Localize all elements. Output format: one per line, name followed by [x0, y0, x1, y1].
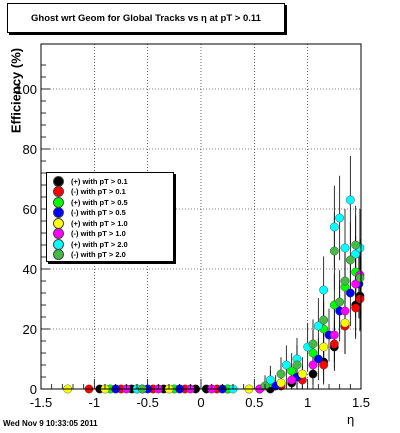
legend-marker	[53, 217, 64, 229]
y-tick-label: 0	[30, 382, 37, 397]
data-point	[351, 240, 361, 250]
data-point	[351, 279, 361, 289]
chart-title: Ghost wrt Geom for Global Tracks vs η at…	[7, 3, 285, 33]
legend-marker	[53, 175, 64, 187]
data-point	[329, 222, 339, 232]
data-point	[313, 321, 323, 331]
legend-label: (-) with pT > 1.0	[71, 229, 126, 238]
x-axis-label: η	[347, 412, 355, 427]
data-point	[345, 255, 355, 265]
legend-marker	[53, 228, 64, 239]
y-tick-label: 40	[23, 262, 37, 277]
legend-label: (-) with pT > 0.5	[71, 208, 126, 217]
data-point	[345, 195, 355, 205]
data-point	[276, 378, 286, 388]
data-point	[329, 330, 339, 340]
data-point	[340, 276, 350, 286]
x-tick-label: 0.5	[245, 395, 263, 410]
legend-label: (-) with pT > 2.0	[71, 250, 126, 259]
legend-label: (+) with pT > 2.0	[71, 239, 128, 249]
data-point	[287, 375, 297, 385]
legend: (+) with pT > 0.1 (-) with pT > 0.1 (+) …	[46, 172, 174, 262]
legend-item: (+) with pT > 0.1	[53, 175, 128, 187]
data-point	[265, 375, 275, 385]
data-point	[287, 366, 297, 376]
x-tick-label: 1	[304, 395, 311, 410]
legend-item: (-) with pT > 0.5	[53, 207, 126, 218]
legend-item: (-) with pT > 1.0	[53, 228, 126, 239]
legend-label: (-) with pT > 0.1	[71, 187, 126, 196]
data-point	[329, 339, 339, 349]
data-point	[340, 243, 350, 253]
data-point	[308, 360, 318, 370]
legend-item: (+) with pT > 2.0	[53, 238, 128, 250]
legend-label: (+) with pT > 1.0	[71, 218, 128, 228]
data-point	[319, 360, 329, 370]
data-point	[319, 315, 329, 325]
legend-item: (-) with pT > 2.0	[53, 249, 126, 260]
data-point	[319, 285, 329, 295]
legend-item: (+) with pT > 0.5	[53, 196, 128, 208]
legend-marker	[53, 196, 64, 208]
legend-item: (-) with pT > 0.1	[53, 186, 126, 197]
data-point	[308, 369, 318, 379]
data-point	[313, 354, 323, 364]
data-point	[335, 213, 345, 223]
y-tick-label: 60	[23, 202, 37, 217]
x-tick-label: -1	[89, 395, 101, 410]
x-tick-label: -0.5	[136, 395, 158, 410]
legend-label: (+) with pT > 0.1	[71, 176, 128, 186]
data-point	[351, 303, 361, 313]
data-point	[340, 306, 350, 316]
y-tick-label: 20	[23, 322, 37, 337]
data-point	[319, 342, 329, 352]
data-point	[351, 249, 361, 259]
data-point	[335, 297, 345, 307]
data-point	[281, 360, 291, 370]
data-point	[297, 369, 307, 379]
data-point	[355, 273, 365, 283]
data-point	[276, 369, 286, 379]
data-point	[308, 339, 318, 349]
footer-date: Wed Nov 9 10:33:05 2011	[3, 419, 98, 428]
x-tick-label: 1.5	[352, 395, 370, 410]
legend-item: (+) with pT > 1.0	[53, 217, 128, 229]
legend-label: (+) with pT > 0.5	[71, 197, 128, 207]
y-tick-label: 80	[23, 142, 37, 157]
data-point	[292, 360, 302, 370]
axes: 0 20 40 60 80 100 -1.5 -1 -0.5 0 0.5 1 1.5	[15, 64, 370, 410]
legend-marker	[53, 249, 64, 260]
legend-marker	[53, 207, 64, 218]
legend-marker	[53, 186, 64, 197]
data-point	[340, 318, 350, 328]
y-axis-label: Efficiency (%)	[8, 47, 24, 134]
data-point	[345, 288, 355, 298]
data-point	[355, 294, 365, 304]
legend-marker	[53, 238, 64, 250]
x-tick-label: -1.5	[30, 395, 52, 410]
y-tick-label: 100	[15, 82, 37, 97]
x-tick-label: 0	[197, 395, 204, 410]
data-point	[308, 348, 318, 358]
data-point	[329, 246, 339, 256]
